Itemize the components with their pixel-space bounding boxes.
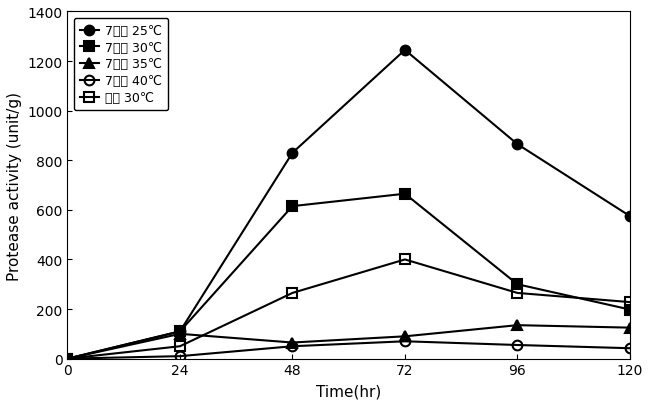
- 7분도 30℃: [289, 204, 296, 209]
- Line: 7분도 30℃: 7분도 30℃: [62, 190, 635, 364]
- 7분도 40℃: [289, 344, 296, 349]
- 7분도 40℃: [64, 356, 72, 361]
- Line: 7분도 35℃: 7분도 35℃: [62, 320, 635, 364]
- 7분도 25℃: [401, 48, 409, 53]
- 7분도 35℃: [64, 356, 72, 361]
- 백미 30℃: [64, 356, 72, 361]
- Line: 7분도 25℃: 7분도 25℃: [62, 46, 635, 364]
- 백미 30℃: [401, 257, 409, 262]
- 7분도 25℃: [289, 151, 296, 156]
- 7분도 25℃: [176, 329, 184, 334]
- 7분도 35℃: [401, 334, 409, 339]
- Line: 7분도 40℃: 7분도 40℃: [62, 337, 635, 364]
- 7분도 30℃: [176, 329, 184, 334]
- 7분도 30℃: [626, 307, 634, 312]
- Legend: 7분도 25℃, 7분도 30℃, 7분도 35℃, 7분도 40℃, 백미 30℃: 7분도 25℃, 7분도 30℃, 7분도 35℃, 7분도 40℃, 백미 3…: [73, 19, 168, 111]
- 7분도 25℃: [64, 356, 72, 361]
- Line: 백미 30℃: 백미 30℃: [62, 255, 635, 364]
- 백미 30℃: [176, 344, 184, 349]
- Y-axis label: Protease activity (unit/g): Protease activity (unit/g): [7, 91, 22, 280]
- 7분도 40℃: [401, 339, 409, 344]
- X-axis label: Time(hr): Time(hr): [316, 383, 382, 398]
- 7분도 25℃: [514, 142, 521, 147]
- 7분도 35℃: [514, 323, 521, 328]
- 7분도 30℃: [401, 192, 409, 197]
- 7분도 25℃: [626, 214, 634, 219]
- 백미 30℃: [626, 300, 634, 305]
- 7분도 35℃: [626, 325, 634, 330]
- 7분도 40℃: [176, 354, 184, 359]
- 7분도 40℃: [514, 343, 521, 347]
- 7분도 30℃: [64, 356, 72, 361]
- 7분도 35℃: [176, 332, 184, 337]
- 7분도 30℃: [514, 282, 521, 287]
- 백미 30℃: [514, 291, 521, 296]
- 7분도 35℃: [289, 340, 296, 345]
- 7분도 40℃: [626, 346, 634, 351]
- 백미 30℃: [289, 291, 296, 296]
